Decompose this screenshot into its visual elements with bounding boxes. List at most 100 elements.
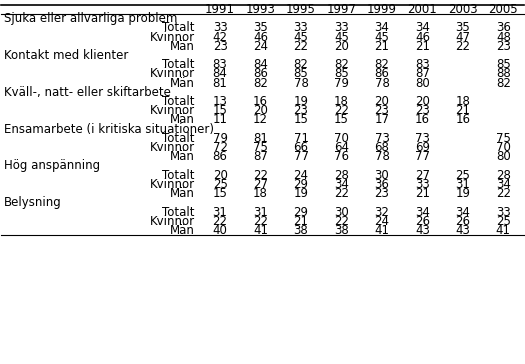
Text: 22: 22 [334,104,349,117]
Text: 34: 34 [496,178,511,191]
Text: 68: 68 [374,141,390,154]
Text: 38: 38 [293,224,308,237]
Text: 82: 82 [293,58,309,71]
Text: 87: 87 [253,150,268,163]
Text: 34: 34 [374,21,390,34]
Text: 80: 80 [415,76,430,90]
Text: 22: 22 [213,215,227,228]
Text: 21: 21 [293,215,309,228]
Text: 42: 42 [213,31,227,44]
Text: 43: 43 [456,224,470,237]
Text: 80: 80 [496,150,511,163]
Text: 73: 73 [415,132,430,145]
Text: 17: 17 [374,114,390,126]
Text: Kvinnor: Kvinnor [150,178,195,191]
Text: 69: 69 [415,141,430,154]
Text: 25: 25 [456,169,470,182]
Text: Belysning: Belysning [4,196,62,209]
Text: 35: 35 [253,21,268,34]
Text: 26: 26 [415,215,430,228]
Text: 33: 33 [415,178,430,191]
Text: 33: 33 [496,206,511,218]
Text: 18: 18 [334,95,349,108]
Text: Totalt: Totalt [162,58,195,71]
Text: 2001: 2001 [407,3,437,16]
Text: 83: 83 [213,58,227,71]
Text: 24: 24 [374,215,390,228]
Text: 76: 76 [334,150,349,163]
Text: 75: 75 [253,141,268,154]
Text: 22: 22 [334,187,349,200]
Text: 79: 79 [334,76,349,90]
Text: 70: 70 [334,132,349,145]
Text: 26: 26 [455,215,470,228]
Text: 23: 23 [213,40,227,53]
Text: 19: 19 [455,187,470,200]
Text: Totalt: Totalt [162,169,195,182]
Text: 41: 41 [496,224,511,237]
Text: 79: 79 [213,132,227,145]
Text: 34: 34 [415,21,430,34]
Text: 25: 25 [213,178,227,191]
Text: 31: 31 [456,178,470,191]
Text: 45: 45 [293,31,309,44]
Text: 33: 33 [293,21,308,34]
Text: 33: 33 [334,21,349,34]
Text: 19: 19 [293,187,309,200]
Text: 21: 21 [455,104,470,117]
Text: 20: 20 [213,169,227,182]
Text: 30: 30 [374,169,390,182]
Text: 84: 84 [213,67,227,80]
Text: 86: 86 [253,67,268,80]
Text: 28: 28 [496,169,511,182]
Text: 15: 15 [213,104,227,117]
Text: 16: 16 [455,114,470,126]
Text: 25: 25 [496,215,511,228]
Text: 15: 15 [213,187,227,200]
Text: 81: 81 [213,76,227,90]
Text: 85: 85 [293,67,308,80]
Text: 85: 85 [496,58,511,71]
Text: 34: 34 [334,178,349,191]
Text: 43: 43 [415,224,430,237]
Text: 33: 33 [213,21,227,34]
Text: Hög anspänning: Hög anspänning [4,159,100,173]
Text: 73: 73 [374,132,390,145]
Text: 1995: 1995 [286,3,316,16]
Text: 18: 18 [253,187,268,200]
Text: 28: 28 [334,169,349,182]
Text: Totalt: Totalt [162,95,195,108]
Text: 1991: 1991 [205,3,235,16]
Text: 36: 36 [374,178,390,191]
Text: 36: 36 [496,21,511,34]
Text: Män: Män [170,40,195,53]
Text: Män: Män [170,224,195,237]
Text: 12: 12 [253,114,268,126]
Text: 86: 86 [374,67,390,80]
Text: 1999: 1999 [367,3,397,16]
Text: 34: 34 [415,206,430,218]
Text: 45: 45 [334,31,349,44]
Text: 22: 22 [496,187,511,200]
Text: Totalt: Totalt [162,206,195,218]
Text: 32: 32 [374,206,390,218]
Text: 64: 64 [334,141,349,154]
Text: 82: 82 [253,76,268,90]
Text: 23: 23 [374,104,390,117]
Text: 23: 23 [374,187,390,200]
Text: 77: 77 [293,150,309,163]
Text: 16: 16 [415,114,430,126]
Text: 66: 66 [293,141,309,154]
Text: Ensamarbete (i kritiska situationer): Ensamarbete (i kritiska situationer) [4,123,214,136]
Text: Kvinnor: Kvinnor [150,141,195,154]
Text: 22: 22 [455,40,470,53]
Text: Män: Män [170,76,195,90]
Text: 20: 20 [253,104,268,117]
Text: 16: 16 [253,95,268,108]
Text: 31: 31 [213,206,227,218]
Text: 24: 24 [293,169,309,182]
Text: 30: 30 [334,206,349,218]
Text: 23: 23 [415,104,430,117]
Text: 22: 22 [334,215,349,228]
Text: 1997: 1997 [327,3,356,16]
